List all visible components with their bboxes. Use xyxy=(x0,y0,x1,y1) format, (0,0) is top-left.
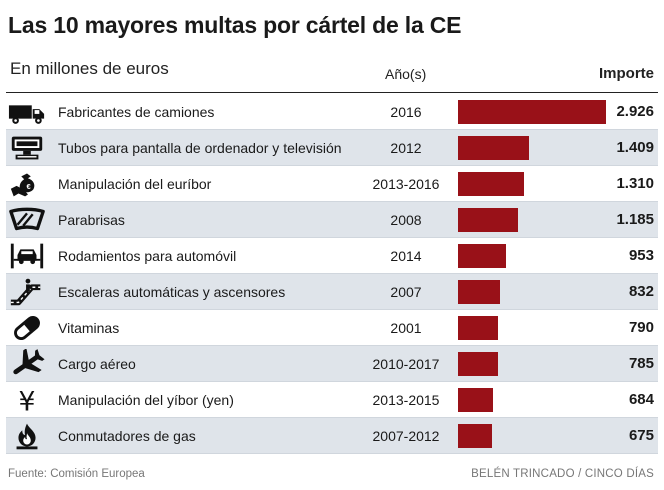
pill-icon xyxy=(6,313,48,343)
table-row: ¥ Manipulación del yíbor (yen) 2013-2015 68… xyxy=(6,382,658,418)
bar-track xyxy=(458,100,606,124)
bar xyxy=(458,388,493,412)
year-label: 2010-2017 xyxy=(372,356,440,372)
year-label: 2012 xyxy=(390,140,422,156)
bar-track xyxy=(458,244,606,268)
author-credit: BELÉN TRINCADO / CINCO DÍAS xyxy=(471,468,654,480)
source-note: Fuente: Comisión Europea xyxy=(8,468,145,480)
svg-text:¥: ¥ xyxy=(19,386,36,415)
bar xyxy=(458,244,506,268)
table-row: Fabricantes de camiones 2016 2.926 xyxy=(6,94,658,130)
monitor-icon xyxy=(6,133,48,163)
bar xyxy=(458,172,524,196)
year-label: 2013-2015 xyxy=(372,392,440,408)
bar-track xyxy=(458,424,606,448)
value-label: 675 xyxy=(628,427,654,444)
table-row: Rodamientos para automóvil 2014 953 xyxy=(6,238,658,274)
value-label: 785 xyxy=(628,355,654,372)
money-bag-hand-icon: € xyxy=(6,169,48,199)
year-label: 2008 xyxy=(390,212,422,228)
table-row: Parabrisas 2008 1.185 xyxy=(6,202,658,238)
chart-subtitle: En millones de euros xyxy=(10,59,169,78)
year-label: 2013-2016 xyxy=(372,176,440,192)
table-row: Tubos para pantalla de ordenador y telev… xyxy=(6,130,658,166)
escalator-icon xyxy=(6,277,48,307)
year-label: 2007 xyxy=(390,284,422,300)
bar-track xyxy=(458,172,606,196)
bar xyxy=(458,424,492,448)
category-label: Manipulación del yíbor (yen) xyxy=(58,392,234,408)
table-row: Conmutadores de gas 2007-2012 675 xyxy=(6,418,658,454)
truck-icon xyxy=(6,97,48,127)
yen-icon: ¥ xyxy=(6,385,48,415)
bar xyxy=(458,280,500,304)
chart-title: Las 10 mayores multas por cártel de la C… xyxy=(8,12,462,38)
year-label: 2016 xyxy=(390,104,422,120)
category-label: Parabrisas xyxy=(58,212,125,228)
value-label: 1.185 xyxy=(616,211,654,228)
category-label: Tubos para pantalla de ordenador y telev… xyxy=(58,140,342,156)
bar xyxy=(458,352,498,376)
year-column-header: Año(s) xyxy=(385,66,427,82)
year-label: 2001 xyxy=(390,320,422,336)
value-label: 1.409 xyxy=(616,139,654,156)
bar xyxy=(458,100,606,124)
value-label: 832 xyxy=(628,283,654,300)
category-label: Rodamientos para automóvil xyxy=(58,248,237,264)
bar xyxy=(458,316,498,340)
svg-text:€: € xyxy=(27,182,32,191)
bar-track xyxy=(458,208,606,232)
bar xyxy=(458,208,518,232)
header-divider xyxy=(6,92,658,93)
bar-track xyxy=(458,136,606,160)
bar-track xyxy=(458,388,606,412)
value-label: 790 xyxy=(628,319,654,336)
value-label: 953 xyxy=(628,247,654,264)
bar-track xyxy=(458,352,606,376)
category-label: Conmutadores de gas xyxy=(58,428,196,444)
category-label: Fabricantes de camiones xyxy=(58,104,215,120)
category-label: Vitaminas xyxy=(58,320,120,336)
bar-chart-rows: Fabricantes de camiones 2016 2.926 Tubos pa… xyxy=(6,94,658,454)
year-label: 2007-2012 xyxy=(372,428,440,444)
year-label: 2014 xyxy=(390,248,422,264)
category-label: Cargo aéreo xyxy=(58,356,136,372)
category-label: Escaleras automáticas y ascensores xyxy=(58,284,286,300)
gas-flame-icon xyxy=(6,421,48,451)
bar-track xyxy=(458,280,606,304)
table-row: € Manipulación del euríbor 2013-2016 1.310 xyxy=(6,166,658,202)
table-row: Escaleras automáticas y ascensores 2007 83… xyxy=(6,274,658,310)
table-row: Vitaminas 2001 790 xyxy=(6,310,658,346)
windshield-icon xyxy=(6,205,48,235)
amount-column-header: Importe xyxy=(598,65,654,82)
value-label: 2.926 xyxy=(616,103,654,120)
car-lift-icon xyxy=(6,241,48,271)
value-label: 1.310 xyxy=(616,175,654,192)
table-row: Cargo aéreo 2010-2017 785 xyxy=(6,346,658,382)
value-label: 684 xyxy=(628,391,654,408)
airplane-icon xyxy=(6,349,48,379)
bar-track xyxy=(458,316,606,340)
category-label: Manipulación del euríbor xyxy=(58,176,212,192)
bar xyxy=(458,136,529,160)
